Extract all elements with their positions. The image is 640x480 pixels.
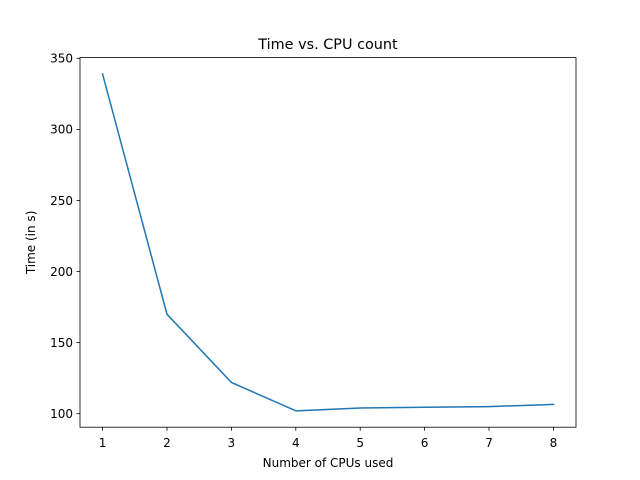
y-axis-label: Time (in s) (24, 211, 38, 276)
x-axis-ticks: 1 2 3 4 5 6 7 8 (99, 427, 558, 450)
x-tick-label: 5 (356, 436, 364, 450)
series-line (101, 73, 555, 412)
x-tick-label: 2 (163, 436, 171, 450)
y-tick-label: 150 (50, 336, 73, 350)
x-tick-label: 3 (228, 436, 236, 450)
x-tick-label: 6 (421, 436, 429, 450)
y-tick-label: 200 (50, 265, 73, 279)
y-tick-label: 350 (50, 52, 73, 66)
y-tick-label: 250 (50, 194, 73, 208)
x-axis-label: Number of CPUs used (263, 456, 394, 470)
plot-area: 1 2 3 4 5 6 7 8 100 150 200 250 300 350 (50, 52, 577, 450)
axes-frame (79, 57, 577, 428)
x-tick-label: 1 (99, 436, 107, 450)
y-tick-label: 300 (50, 123, 73, 137)
chart-title: Time vs. CPU count (257, 37, 398, 53)
x-tick-label: 4 (292, 436, 300, 450)
x-tick-label: 8 (550, 436, 558, 450)
y-tick-label: 100 (50, 407, 73, 421)
series-layer (101, 73, 555, 412)
y-axis-ticks: 100 150 200 250 300 350 (50, 52, 80, 421)
x-tick-label: 7 (485, 436, 493, 450)
